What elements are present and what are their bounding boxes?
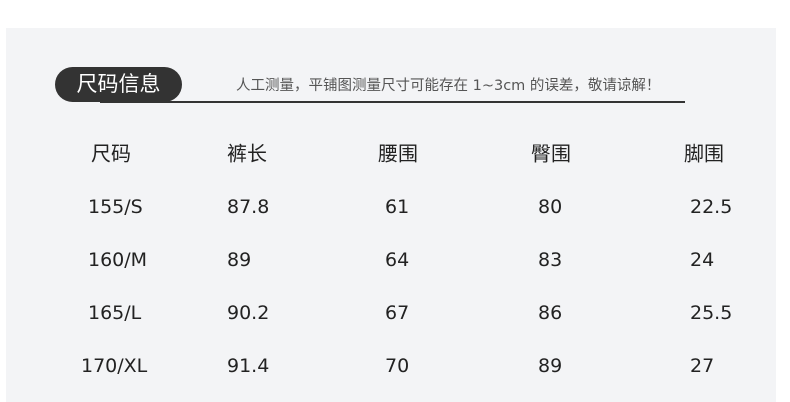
table-cell: 170/XL	[81, 355, 148, 377]
table-cell: 87.8	[227, 196, 270, 218]
table-cell: 80	[538, 196, 563, 218]
table-cell: 155/S	[88, 196, 143, 218]
table-cell: 160/M	[88, 249, 148, 271]
table-cell: 90.2	[227, 302, 270, 324]
title-underline	[100, 101, 685, 103]
section-title-badge: 尺码信息	[55, 67, 182, 102]
table-cell: 91.4	[227, 355, 270, 377]
table-cell: 64	[385, 249, 410, 271]
table-cell: 83	[538, 249, 563, 271]
table-cell: 25.5	[690, 302, 733, 324]
column-header: 臀围	[531, 141, 571, 166]
column-header: 尺码	[91, 141, 131, 166]
column-header: 腰围	[378, 141, 418, 166]
table-cell: 89	[227, 249, 252, 271]
column-header: 裤长	[227, 141, 267, 166]
table-cell: 24	[690, 249, 715, 271]
measurement-note: 人工测量，平铺图测量尺寸可能存在 1~3cm 的误差，敬请谅解！	[236, 78, 661, 94]
table-cell: 22.5	[690, 196, 733, 218]
table-cell: 61	[385, 196, 410, 218]
table-cell: 70	[385, 355, 410, 377]
table-cell: 86	[538, 302, 563, 324]
table-cell: 165/L	[88, 302, 142, 324]
table-cell: 89	[538, 355, 563, 377]
table-cell: 67	[385, 302, 410, 324]
table-cell: 27	[690, 355, 715, 377]
column-header: 脚围	[684, 141, 724, 166]
